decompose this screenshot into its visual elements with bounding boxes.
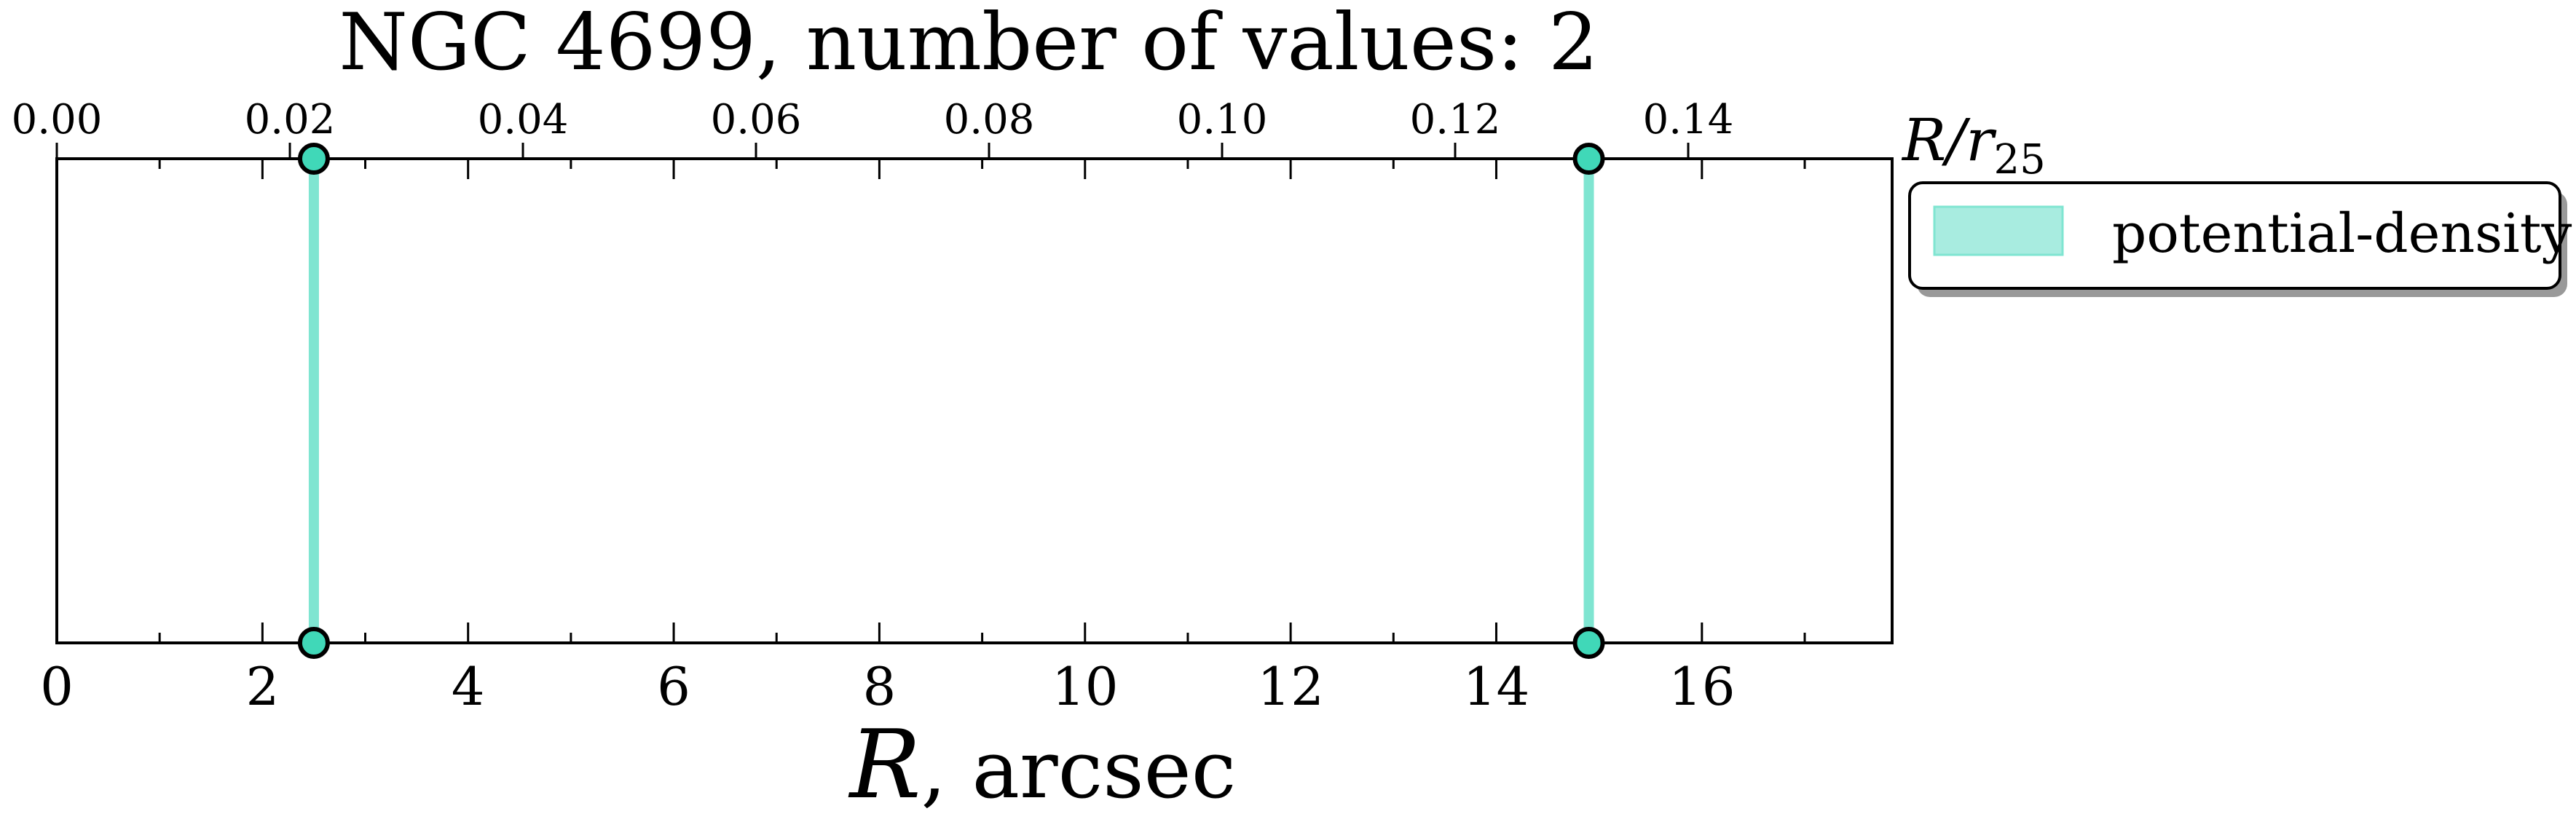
x-tick-label: 4: [452, 656, 485, 717]
legend-label: potential-density: [2112, 202, 2572, 265]
top-tick-label: 0.10: [1177, 96, 1268, 143]
x-axis-label-symbol: R: [848, 709, 921, 820]
x-axis-label: R, arcsec: [848, 709, 1237, 820]
plot-frame: [55, 157, 1894, 644]
x-tick-label: 14: [1463, 656, 1530, 717]
x-tick-label: 16: [1669, 656, 1736, 717]
top-axis-ticks: 0.00 0.02 0.04 0.06 0.08 0.10 0.12 0.14: [12, 96, 1734, 159]
chart-title: NGC 4699, number of values: 2: [339, 0, 1598, 88]
top-tick-label: 0.04: [478, 96, 569, 143]
x-axis-label-unit: , arcsec: [921, 723, 1237, 816]
x-tick-label: 12: [1257, 656, 1324, 717]
top-axis-label-symbol: R/r: [1901, 106, 1997, 174]
top-axis-label: R/r25: [1901, 106, 2046, 183]
top-axis-label-subscript: 25: [1993, 136, 2045, 183]
x-tick-label: 0: [40, 656, 74, 717]
series-layer: [308, 159, 1594, 643]
data-point-bottom: [297, 627, 330, 659]
top-tick-label: 0.02: [245, 96, 336, 143]
legend-box: [1908, 181, 2561, 290]
x-tick-label: 8: [863, 656, 897, 717]
top-tick-label: 0.14: [1643, 96, 1734, 143]
legend: potential-density: [1908, 181, 2572, 297]
x-tick-label: 6: [657, 656, 690, 717]
data-point-bottom: [1572, 627, 1605, 659]
x-tick-label: 2: [245, 656, 279, 717]
data-point-top: [1572, 143, 1605, 175]
bottom-axis-ticks: 0 2 4 6 8 10 12 14 16: [40, 159, 1806, 717]
top-tick-label: 0.06: [711, 96, 802, 143]
x-tick-label: 10: [1052, 656, 1119, 717]
marker-layer: [297, 143, 1605, 659]
top-tick-label: 0.08: [944, 96, 1035, 143]
data-point-top: [297, 143, 330, 175]
top-tick-label: 0.00: [12, 96, 103, 143]
top-tick-label: 0.12: [1410, 96, 1501, 143]
legend-swatch: [1933, 205, 2064, 256]
